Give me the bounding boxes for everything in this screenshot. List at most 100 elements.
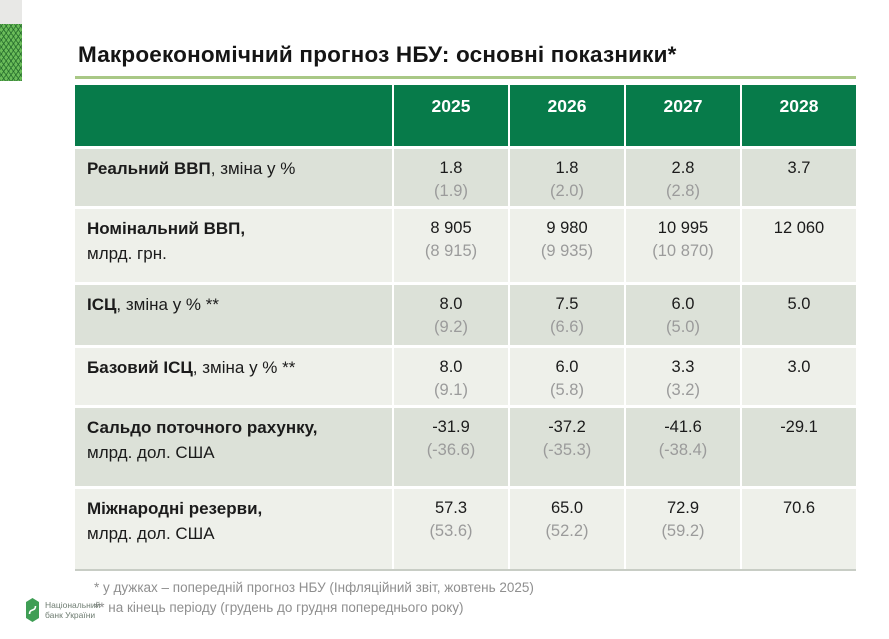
- table-cell: 8.0 (9.1): [394, 348, 508, 405]
- value: 3.7: [787, 159, 811, 177]
- table-cell: -31.9 (-36.6): [394, 408, 508, 486]
- value: 3.3: [671, 358, 695, 376]
- year-header-2028: 2028: [742, 85, 856, 146]
- table-cell: -37.2 (-35.3): [510, 408, 624, 486]
- previous-forecast: (9.1): [434, 381, 468, 400]
- nbu-logo-text: Національний банк України: [45, 600, 100, 620]
- row-label-cpi: ІСЦ, зміна у % **: [75, 285, 392, 345]
- value: 1.8: [439, 159, 463, 177]
- previous-forecast: (1.9): [434, 182, 468, 201]
- table-cell: 10 995 (10 870): [626, 209, 740, 282]
- row-label-rest: , зміна у % **: [192, 358, 296, 377]
- row-label-real-gdp: Реальний ВВП, зміна у %: [75, 149, 392, 206]
- table-cell: -29.1: [742, 408, 856, 486]
- value: 65.0: [550, 499, 584, 517]
- previous-forecast: (3.2): [666, 381, 700, 400]
- value: 5.0: [787, 295, 811, 313]
- footnote-1: * у дужках – попередній прогноз НБУ (Інф…: [94, 580, 534, 595]
- row-label-current-account: Сальдо поточного рахунку, млрд. дол. США: [75, 408, 392, 486]
- previous-forecast: (2.0): [550, 182, 584, 201]
- table-cell: 3.3 (3.2): [626, 348, 740, 405]
- previous-forecast: (59.2): [661, 522, 705, 541]
- table-corner-cell: [75, 85, 392, 146]
- value: 70.6: [782, 499, 816, 517]
- value: 7.5: [555, 295, 579, 313]
- previous-forecast: (-36.6): [426, 441, 476, 460]
- table-cell: 6.0 (5.0): [626, 285, 740, 345]
- row-label-nominal-gdp: Номінальний ВВП, млрд. грн.: [75, 209, 392, 282]
- value: 72.9: [666, 499, 700, 517]
- value: 9 980: [546, 219, 588, 237]
- table-cell: 65.0 (52.2): [510, 489, 624, 569]
- value: 6.0: [555, 358, 579, 376]
- previous-forecast: (-35.3): [542, 441, 592, 460]
- row-label-rest: млрд. грн.: [87, 243, 167, 263]
- row-label-rest: млрд. дол. США: [87, 442, 215, 462]
- table-cell: 9 980 (9 935): [510, 209, 624, 282]
- value: -41.6: [664, 418, 702, 436]
- title-underline: [75, 76, 856, 79]
- year-header-2026: 2026: [510, 85, 624, 146]
- table-cell: 3.0: [742, 348, 856, 405]
- table-cell: 57.3 (53.6): [394, 489, 508, 569]
- previous-forecast: (9.2): [434, 318, 468, 337]
- previous-forecast: (10 870): [652, 242, 714, 261]
- previous-forecast: (8 915): [424, 242, 478, 261]
- row-label-bold: Сальдо поточного рахунку,: [87, 418, 318, 437]
- row-label-bold: Реальний ВВП: [87, 159, 211, 178]
- row-label-core-cpi: Базовий ІСЦ, зміна у % **: [75, 348, 392, 405]
- corner-gray-block: [0, 0, 22, 24]
- value: 6.0: [671, 295, 695, 313]
- row-label-bold: Номінальний ВВП,: [87, 219, 246, 238]
- table-cell: 1.8 (1.9): [394, 149, 508, 206]
- previous-forecast: (52.2): [545, 522, 589, 541]
- value: 12 060: [773, 219, 825, 237]
- table-cell: 72.9 (59.2): [626, 489, 740, 569]
- nbu-guilloche-pattern-icon: [0, 24, 22, 81]
- table-cell: 5.0: [742, 285, 856, 345]
- value: -29.1: [780, 418, 818, 436]
- row-label-bold: Базовий ІСЦ: [87, 358, 193, 377]
- table-cell: 12 060: [742, 209, 856, 282]
- previous-forecast: (5.0): [666, 318, 700, 337]
- table-cell: 7.5 (6.6): [510, 285, 624, 345]
- value: -37.2: [548, 418, 586, 436]
- value: 3.0: [787, 358, 811, 376]
- previous-forecast: (2.8): [666, 182, 700, 201]
- value: 1.8: [555, 159, 579, 177]
- previous-forecast: (6.6): [550, 318, 584, 337]
- value: 2.8: [671, 159, 695, 177]
- previous-forecast: (9 935): [540, 242, 594, 261]
- footnotes: * у дужках – попередній прогноз НБУ (Інф…: [94, 578, 534, 618]
- value: 57.3: [434, 499, 468, 517]
- nbu-logo-line2: банк України: [45, 610, 96, 620]
- row-label-reserves: Міжнародні резерви, млрд. дол. США: [75, 489, 392, 569]
- year-header-2027: 2027: [626, 85, 740, 146]
- value: 10 995: [657, 219, 709, 237]
- page-title: Макроекономічний прогноз НБУ: основні по…: [78, 42, 677, 67]
- table-cell: 70.6: [742, 489, 856, 569]
- footnote-2: ** на кінець періоду (грудень до грудня …: [94, 600, 464, 615]
- row-label-rest: млрд. дол. США: [87, 523, 215, 543]
- table-cell: 2.8 (2.8): [626, 149, 740, 206]
- value: 8.0: [439, 295, 463, 313]
- nbu-logo: Національний банк України: [25, 598, 100, 622]
- forecast-table: 2025 2026 2027 2028 Реальний ВВП, зміна …: [75, 85, 856, 571]
- value: -31.9: [432, 418, 470, 436]
- table-cell: 6.0 (5.8): [510, 348, 624, 405]
- previous-forecast: (53.6): [429, 522, 473, 541]
- table-cell: 8.0 (9.2): [394, 285, 508, 345]
- previous-forecast: (5.8): [550, 381, 584, 400]
- row-label-bold: Міжнародні резерви,: [87, 499, 263, 518]
- table-cell: 8 905 (8 915): [394, 209, 508, 282]
- row-label-bold: ІСЦ: [87, 295, 117, 314]
- row-label-rest: , зміна у % **: [116, 295, 219, 314]
- table-cell: 3.7: [742, 149, 856, 206]
- nbu-logo-line1: Національний: [45, 600, 101, 610]
- table-cell: 1.8 (2.0): [510, 149, 624, 206]
- value: 8.0: [439, 358, 463, 376]
- row-label-rest: , зміна у %: [210, 159, 296, 178]
- year-header-2025: 2025: [394, 85, 508, 146]
- nbu-logo-icon: [25, 598, 40, 622]
